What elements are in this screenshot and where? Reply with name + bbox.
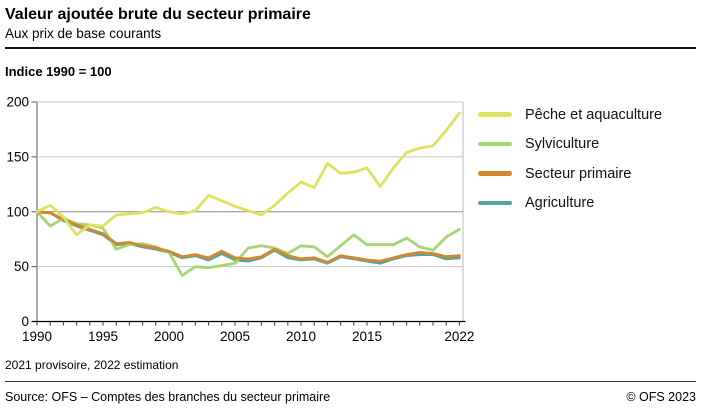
x-tick-label: 2015: [352, 329, 382, 344]
x-axis-labels: 1990 1995 2000 2005 2010 2015 2022: [22, 329, 474, 344]
legend-swatch-secteur-primaire: [478, 171, 512, 176]
y-tick-label: 50: [14, 259, 29, 274]
y-axis-labels: 0 50 100 150 200: [6, 95, 29, 330]
legend-swatch-sylviculture: [478, 141, 512, 147]
legend-label: Agriculture: [525, 195, 595, 211]
legend-label: Sylviculture: [525, 136, 600, 152]
header-divider: [5, 47, 696, 49]
y-tick-label: 200: [6, 95, 29, 110]
x-tick-label: 1995: [88, 329, 118, 344]
page-title: Valeur ajoutée brute du secteur primaire: [5, 6, 311, 23]
legend-swatch-peche-et-aquaculture: [478, 112, 512, 117]
footer-divider: [5, 381, 696, 382]
line-sylviculture: [35, 210, 461, 277]
legend-item-peche-et-aquaculture: Pêche et aquaculture: [478, 104, 662, 125]
page-subtitle: Aux prix de base courants: [5, 26, 162, 41]
x-axis-ticks: [36, 321, 460, 326]
line-agriculture: [35, 210, 461, 265]
legend-label: Secteur primaire: [525, 165, 632, 182]
index-note: Indice 1990 = 100: [5, 64, 112, 79]
x-tick-label: 1990: [22, 329, 52, 344]
line-secteur-primaire: [35, 210, 461, 264]
chart-legend: Pêche et aquaculture Sylviculture Secteur …: [478, 104, 662, 222]
copyright-text: © OFS 2023: [626, 390, 696, 404]
y-tick-label: 0: [21, 314, 29, 329]
footnote: 2021 provisoire, 2022 estimation: [5, 358, 179, 372]
y-tick-label: 150: [6, 149, 29, 164]
legend-item-secteur-primaire: Secteur primaire: [478, 163, 662, 184]
gridlines: [31, 101, 463, 322]
legend-swatch-agriculture: [478, 200, 512, 206]
legend-item-sylviculture: Sylviculture: [478, 134, 662, 155]
legend-item-agriculture: Agriculture: [478, 193, 662, 214]
x-tick-label: 2022: [444, 329, 474, 344]
line-peche-et-aquaculture: [35, 111, 461, 237]
y-tick-label: 100: [6, 204, 29, 219]
legend-label: Pêche et aquaculture: [525, 106, 663, 123]
source-text: Source: OFS – Comptes des branches du se…: [5, 390, 331, 404]
x-tick-label: 2005: [220, 329, 250, 344]
x-tick-label: 2010: [286, 329, 316, 344]
x-tick-label: 2000: [154, 329, 184, 344]
